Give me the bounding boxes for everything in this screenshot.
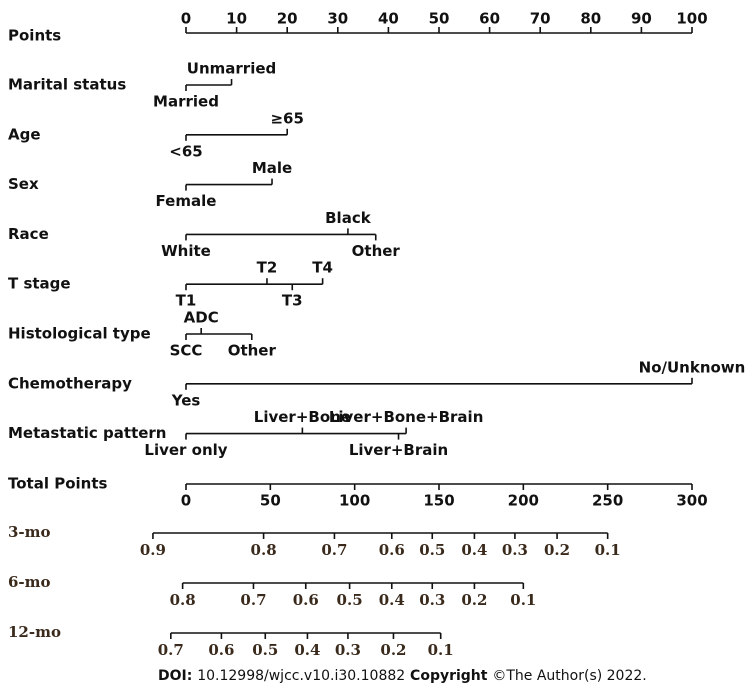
- tick-label: 100: [339, 492, 370, 510]
- scale-label: 0.2: [461, 591, 487, 609]
- scale-label: 0.6: [293, 591, 319, 609]
- doi: 10.12998/wjcc.v10.i30.10882: [197, 668, 405, 684]
- level-label: No/Unknown: [639, 358, 746, 376]
- tick-label: 80: [580, 10, 601, 28]
- scale-label: 0.6: [208, 641, 234, 659]
- axis-name: Points: [8, 27, 61, 45]
- variable-name: Marital status: [8, 76, 126, 94]
- tick-label: 200: [508, 492, 539, 510]
- level-label: Married: [153, 93, 219, 111]
- scale-label: 0.1: [510, 591, 536, 609]
- tick-label: 300: [676, 492, 707, 510]
- tick-label: 100: [676, 10, 707, 28]
- level-label: Liver only: [144, 441, 227, 459]
- level-label: T1: [176, 292, 197, 310]
- scale-label: 0.5: [252, 641, 278, 659]
- tick-label: 250: [592, 492, 623, 510]
- level-label: Unmarried: [187, 60, 276, 78]
- scale-label: 0.2: [544, 541, 570, 559]
- tick-label: 20: [277, 10, 298, 28]
- tick-label: 70: [530, 10, 551, 28]
- scale-label: 0.2: [380, 641, 406, 659]
- scale-label: 0.9: [140, 541, 166, 559]
- variable-name: Sex: [8, 175, 39, 193]
- level-label: T4: [312, 259, 333, 277]
- scale-label: 0.1: [595, 541, 621, 559]
- tick-label: 40: [378, 10, 399, 28]
- level-label: SCC: [170, 342, 203, 360]
- level-label: Yes: [171, 391, 201, 409]
- scale-label: 0.4: [379, 591, 405, 609]
- variable-name: Metastatic pattern: [8, 424, 167, 442]
- level-label: Female: [156, 192, 217, 210]
- level-label: Liver+Bone+Brain: [329, 408, 484, 426]
- scale-label: 0.7: [240, 591, 266, 609]
- level-label: Other: [228, 342, 277, 360]
- scale-name: 3-mo: [8, 523, 51, 541]
- doi-label: DOI:: [158, 668, 192, 684]
- scale-label: 0.1: [428, 641, 454, 659]
- footer: DOI: 10.12998/wjcc.v10.i30.10882 Copyrig…: [158, 668, 647, 684]
- scale-label: 0.8: [251, 541, 277, 559]
- scale-label: 0.3: [335, 641, 361, 659]
- variable-name: T stage: [8, 275, 71, 293]
- tick-label: 30: [327, 10, 348, 28]
- level-label: Other: [352, 242, 401, 260]
- scale-label: 0.4: [294, 641, 320, 659]
- level-label: ≥65: [270, 109, 303, 127]
- level-label: ADC: [184, 309, 219, 327]
- scale-name: 12-mo: [8, 623, 61, 641]
- tick-label: 10: [226, 10, 247, 28]
- tick-label: 60: [479, 10, 500, 28]
- level-label: T3: [282, 292, 303, 310]
- variable-name: Chemotherapy: [8, 374, 132, 392]
- tick-label: 0: [181, 492, 191, 510]
- variable-name: Histological type: [8, 325, 151, 343]
- tick-label: 50: [260, 492, 281, 510]
- variable-name: Age: [8, 125, 41, 143]
- scale-label: 0.6: [379, 541, 405, 559]
- level-label: Liver+Brain: [349, 441, 448, 459]
- level-label: Liver+Bone: [254, 408, 351, 426]
- level-label: Black: [325, 209, 372, 227]
- scale-label: 0.3: [502, 541, 528, 559]
- copyright: ©The Author(s) 2022.: [492, 668, 646, 684]
- scale-label: 0.3: [419, 591, 445, 609]
- scale-label: 0.5: [419, 541, 445, 559]
- scale-label: 0.8: [170, 591, 196, 609]
- level-label: T2: [257, 259, 278, 277]
- variable-name: Race: [8, 225, 49, 243]
- tick-label: 0: [181, 10, 191, 28]
- scale-label: 0.7: [321, 541, 347, 559]
- scale-label: 0.5: [337, 591, 363, 609]
- tick-label: 90: [631, 10, 652, 28]
- copyright-label: Copyright: [410, 668, 488, 684]
- scale-label: 0.7: [158, 641, 184, 659]
- level-label: White: [161, 242, 211, 260]
- level-label: Male: [252, 159, 292, 177]
- tick-label: 150: [423, 492, 454, 510]
- level-label: <65: [169, 142, 202, 160]
- tick-label: 50: [429, 10, 450, 28]
- scale-label: 0.4: [461, 541, 487, 559]
- scale-name: 6-mo: [8, 573, 51, 591]
- axis-name: Total Points: [8, 475, 107, 493]
